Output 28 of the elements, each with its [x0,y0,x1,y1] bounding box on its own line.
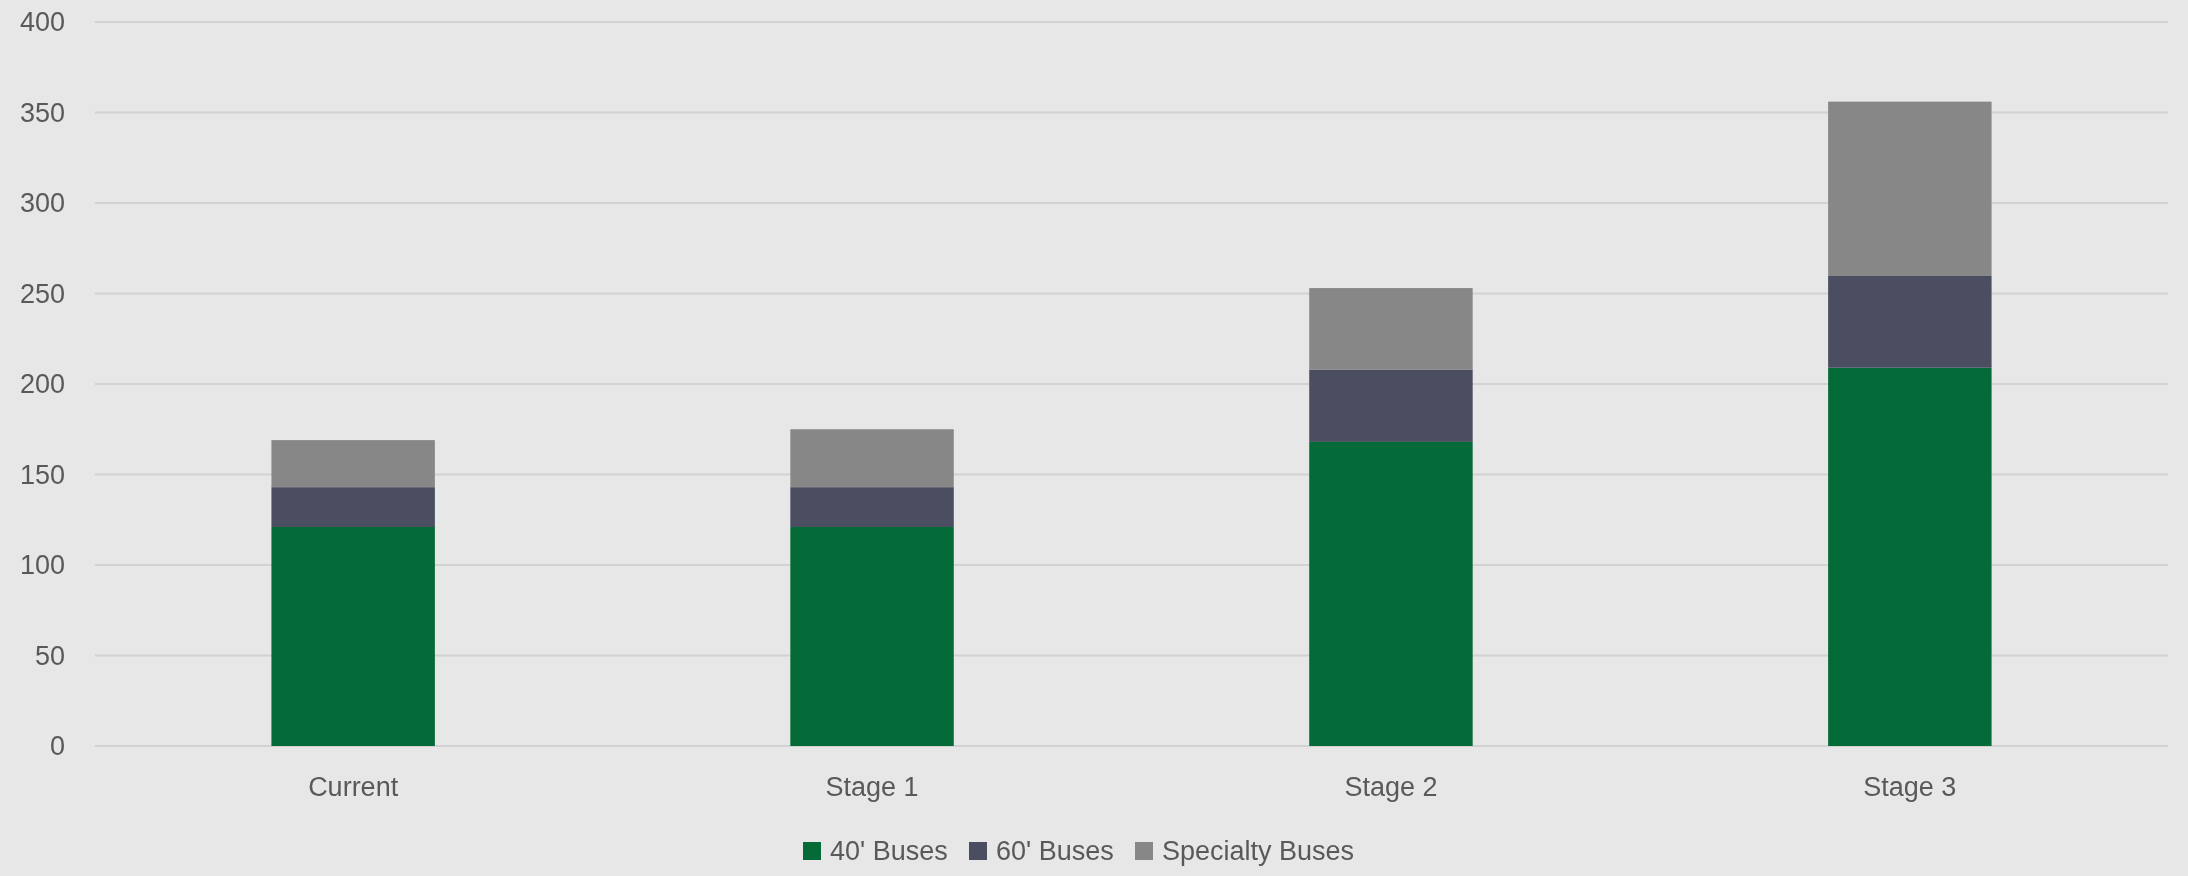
y-tick-label: 400 [19,7,65,38]
x-tick-label: Stage 3 [1863,772,1957,802]
y-tick-label: 300 [19,188,65,219]
bar [1828,101,1992,276]
x-tick-label: Stage 2 [1344,772,1438,802]
bar [1828,275,1992,368]
y-tick-label: 150 [19,459,65,490]
bar [1828,367,1992,746]
y-tick-label: 350 [19,97,65,128]
bar [1309,369,1473,442]
bar [271,487,435,527]
legend-label: 60' Buses [996,836,1114,866]
bar [790,487,954,527]
x-tick-label: Stage 1 [825,772,919,802]
legend-label: Specialty Buses [1162,836,1355,866]
x-tick-label: Current [308,772,399,802]
y-tick-label: 200 [19,369,65,400]
y-tick-label: 0 [49,731,65,762]
y-tick-label: 250 [19,278,65,309]
bar [1309,441,1473,746]
bar [790,429,954,488]
bar [790,526,954,746]
y-tick-label: 50 [34,640,65,671]
bar [271,440,435,488]
bar [1309,288,1473,370]
y-tick-label: 100 [19,550,65,581]
legend-label: 40' Buses [830,836,948,866]
bar [271,526,435,746]
